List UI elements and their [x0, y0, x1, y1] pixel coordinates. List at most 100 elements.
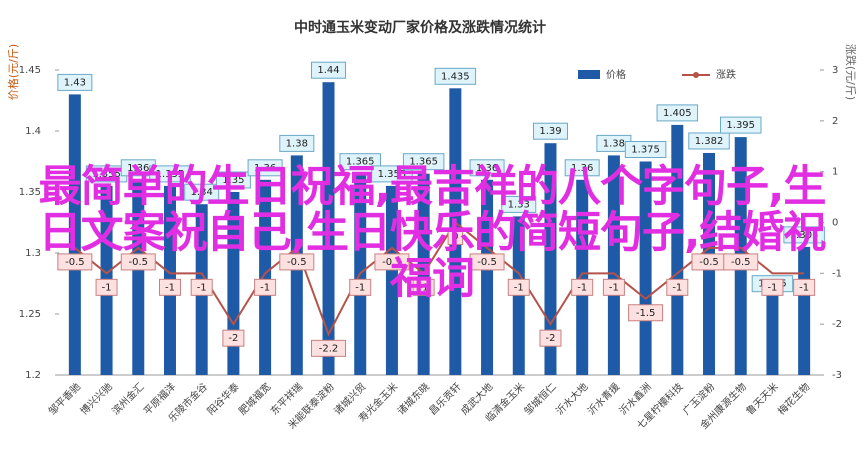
label-box — [666, 278, 689, 296]
data-label: 1.365 — [346, 157, 375, 168]
overlay-text: 最简单的生日祝福,最吉祥的八个字句子,生日文案祝自己,生日快乐的简短句子,结婚祝… — [38, 162, 827, 304]
data-label: 1.365 — [409, 157, 438, 168]
data-label: 1.355 — [92, 169, 121, 180]
label-box — [371, 165, 413, 183]
data-label: -2 — [228, 333, 238, 344]
bar — [259, 179, 272, 375]
x-tick-label: 鲁天天米 — [743, 380, 780, 417]
data-label: 1.39 — [539, 126, 561, 137]
y2-tick-label: 0 — [832, 218, 838, 229]
data-label: -1 — [102, 282, 112, 293]
label-box — [507, 278, 530, 296]
data-label: 1.375 — [631, 145, 660, 156]
label-box — [57, 73, 93, 91]
bar — [385, 185, 398, 375]
data-label: -1 — [609, 282, 619, 293]
bar — [576, 179, 589, 375]
legend-swatch — [578, 70, 600, 79]
bar — [322, 82, 335, 375]
label-box — [158, 278, 181, 296]
data-label: 1.43 — [64, 77, 86, 88]
label-box — [539, 329, 562, 347]
label-box — [602, 278, 625, 296]
y-tick-label: 1.3 — [25, 248, 41, 259]
label-box — [279, 134, 315, 152]
label-box — [402, 153, 445, 171]
label-box — [215, 171, 251, 189]
data-label: -0.5 — [382, 257, 402, 268]
bar — [227, 192, 240, 375]
label-box — [501, 195, 537, 213]
label-box — [57, 253, 93, 271]
label-box — [624, 141, 667, 158]
bar — [766, 295, 779, 375]
label-box — [469, 253, 505, 271]
data-label: 1.355 — [378, 169, 407, 180]
y2-tick-label: -2 — [832, 319, 842, 330]
x-tick-label: 肥城福宽 — [236, 380, 273, 417]
label-box — [532, 122, 568, 140]
x-tick-label: 滨州金汇 — [109, 380, 146, 417]
label-box — [447, 228, 464, 245]
label-box — [571, 278, 594, 296]
label-box — [190, 278, 213, 296]
data-label: -1 — [260, 282, 270, 293]
label-box — [412, 278, 435, 296]
data-label: 1.355 — [156, 169, 185, 180]
label-box — [339, 153, 381, 171]
label-box — [761, 278, 784, 296]
data-label: 1.36 — [476, 163, 498, 174]
label-box — [628, 304, 664, 322]
label-box — [434, 67, 477, 85]
y2-tick-label: 2 — [832, 116, 838, 127]
data-label: -0.5 — [287, 257, 307, 268]
legend-label: 涨跌 — [716, 68, 736, 81]
y-tick-label: 1.45 — [19, 65, 41, 76]
data-label: -1 — [165, 282, 175, 293]
label-box — [311, 61, 347, 79]
data-label: -1 — [767, 282, 777, 293]
data-label: -0.5 — [129, 257, 149, 268]
data-label: -1 — [672, 282, 682, 293]
data-label: -0.5 — [477, 257, 497, 268]
x-tick-label: 邹城恒仁 — [521, 380, 558, 417]
data-label: 1.36 — [254, 163, 276, 174]
x-tick-label: 梅花生物 — [775, 380, 812, 417]
data-label: 1.44 — [317, 65, 339, 76]
label-box — [279, 253, 315, 271]
data-label: -1 — [577, 282, 587, 293]
data-label: -1 — [799, 282, 809, 293]
y2-tick-label: 1 — [832, 167, 838, 178]
label-box — [469, 159, 505, 177]
label-box — [719, 116, 762, 134]
bar — [132, 179, 145, 375]
bar — [639, 161, 652, 375]
x-tick-label: 博兴兴驰 — [77, 380, 114, 417]
label-box — [247, 159, 283, 177]
data-label: 1.34 — [191, 187, 213, 198]
y2-tick-label: -1 — [832, 268, 842, 279]
label-box — [374, 253, 410, 271]
chart-title: 中时通玉米变动厂家价格及涨跌情况统计 — [294, 19, 546, 36]
data-label: -1.5 — [636, 308, 656, 319]
data-label: -1 — [355, 282, 365, 293]
y-tick-label: 1.4 — [25, 126, 41, 137]
data-label: 1.35 — [222, 175, 244, 186]
legend-swatch — [693, 72, 699, 78]
data-label: 1.38 — [286, 138, 308, 149]
bar — [481, 179, 494, 375]
bar — [544, 143, 557, 375]
bar — [607, 155, 620, 375]
label-box — [95, 278, 118, 296]
data-label: 1.36 — [127, 163, 149, 174]
data-label: 1.36 — [571, 163, 593, 174]
x-tick-label: 阳谷华泰 — [204, 380, 241, 417]
y2-tick-label: 3 — [832, 65, 838, 76]
label-box — [723, 253, 759, 271]
data-label: -1 — [514, 282, 524, 293]
x-tick-label: 诸城东晓 — [394, 380, 431, 417]
label-box — [254, 278, 277, 296]
label-box — [783, 226, 825, 244]
bar — [671, 124, 684, 376]
data-label: -0.5 — [699, 257, 719, 268]
